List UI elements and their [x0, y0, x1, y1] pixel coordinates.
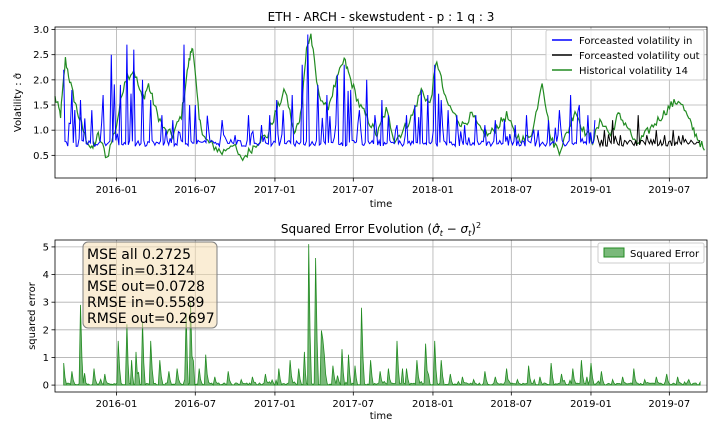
x-tick-label: 2018-07 [490, 185, 532, 196]
y-tick-label: 1 [43, 353, 49, 364]
y-tick-label: 2.5 [33, 50, 49, 61]
squared-error-chart-series [63, 244, 701, 387]
x-tick-label: 2016-07 [174, 399, 216, 410]
volatility-chart-y-ticks: 0.5 1.0 1.5 2.0 2.5 3.0 [33, 25, 55, 162]
y-tick-label: 2.0 [33, 75, 49, 86]
legend-swatch-squared-error [603, 247, 625, 258]
x-tick-label: 2019-01 [570, 399, 612, 410]
x-tick-label: 2017-01 [254, 399, 296, 410]
x-tick-label: 2016-01 [96, 399, 138, 410]
volatility-chart-ylabel: Volatility : σ̂ [12, 72, 24, 132]
series-squared-error [63, 244, 701, 387]
x-tick-label: 2019-07 [648, 185, 690, 196]
x-tick-label: 2016-01 [96, 185, 138, 196]
y-tick-label: 5 [43, 242, 49, 253]
y-tick-label: 0.5 [33, 151, 49, 162]
x-tick-label: 2018-01 [412, 399, 454, 410]
stat-rmse-out: RMSE out=0.2697 [87, 311, 215, 327]
y-tick-label: 2 [43, 325, 49, 336]
legend-label-squared-error: Squared Error [630, 249, 700, 260]
stat-mse-out: MSE out=0.0728 [87, 279, 205, 295]
series-historical-volatility [54, 33, 705, 162]
series-forecast-in [63, 34, 596, 148]
legend-box [545, 29, 705, 81]
x-tick-label: 2019-07 [648, 399, 690, 410]
volatility-chart-frame [54, 26, 708, 179]
stat-mse-all: MSE all 0.2725 [87, 247, 191, 263]
y-tick-label: 4 [43, 270, 49, 281]
error-stats-box: MSE all 0.2725 MSE in=0.3124 MSE out=0.0… [82, 241, 218, 329]
y-tick-label: 3 [43, 298, 49, 309]
x-tick-label: 2018-07 [490, 399, 532, 410]
error-stats-background [82, 241, 218, 329]
legend-label-in: Forceasted volatility in [579, 36, 692, 47]
squared-error-chart-frame [54, 239, 708, 393]
volatility-chart-x-ticks: 2016-01 2016-07 2017-01 2017-07 2018-01 2018-… [96, 178, 690, 196]
x-tick-label: 2017-07 [332, 399, 374, 410]
stat-mse-in: MSE in=0.3124 [87, 263, 195, 279]
series-forecast-out [596, 115, 701, 149]
y-tick-label: 3.0 [33, 25, 49, 36]
squared-error-chart-xlabel: time [370, 411, 393, 422]
squared-error-chart: Squared Error Evolution (σ̂t − σt)2 2016… [27, 221, 708, 422]
squared-error-legend: Squared Error [597, 242, 705, 264]
squared-error-chart-y-ticks: 0 1 2 3 4 5 [43, 242, 55, 392]
volatility-chart: ETH - ARCH - skewstudent - p : 1 q : 3 2… [12, 10, 708, 210]
squared-error-chart-title: Squared Error Evolution (σ̂t − σt)2 [281, 221, 481, 238]
y-tick-label: 0 [43, 381, 49, 392]
y-tick-label: 1.5 [33, 101, 49, 112]
x-tick-label: 2018-01 [412, 185, 454, 196]
x-tick-label: 2019-01 [570, 185, 612, 196]
x-tick-label: 2016-07 [174, 185, 216, 196]
x-tick-label: 2017-07 [332, 185, 374, 196]
legend-label-hist: Historical volatility 14 [579, 66, 688, 77]
volatility-chart-title: ETH - ARCH - skewstudent - p : 1 q : 3 [268, 10, 495, 24]
volatility-chart-xlabel: time [370, 199, 393, 210]
y-tick-label: 1.0 [33, 126, 49, 137]
x-tick-label: 2017-01 [254, 185, 296, 196]
stat-rmse-in: RMSE in=0.5589 [87, 295, 204, 311]
squared-error-chart-x-ticks: 2016-01 2016-07 2017-01 2017-07 2018-01 2018-… [96, 392, 690, 410]
volatility-chart-legend: Forceasted volatility in Forceasted vola… [545, 29, 705, 81]
legend-label-out: Forceasted volatility out [579, 51, 700, 62]
volatility-chart-series [54, 33, 705, 162]
squared-error-chart-ylabel: squared error [27, 281, 38, 350]
